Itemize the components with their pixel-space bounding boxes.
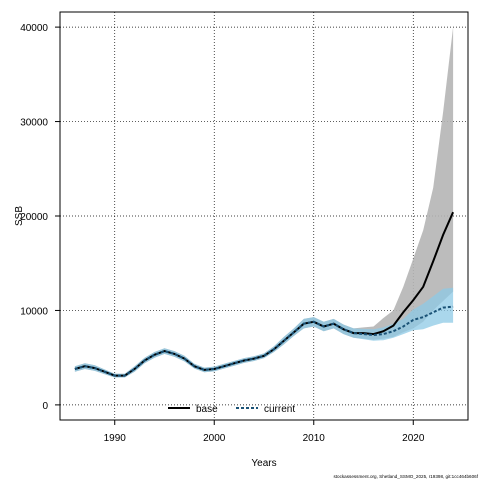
- x-tick-label: 2020: [402, 433, 425, 444]
- legend: base current: [168, 404, 295, 415]
- y-tick-label: 0: [42, 401, 48, 412]
- y-tick-label: 10000: [20, 306, 48, 317]
- axes: 1990 2000 2010 2020 0 10000 20000 30000 40000: [20, 23, 425, 444]
- series-lines: [74, 211, 455, 377]
- y-axis-title: SSB: [14, 206, 25, 226]
- series-line-base: [74, 211, 455, 377]
- x-tick-label: 2010: [303, 433, 326, 444]
- legend-label-base: base: [196, 404, 218, 415]
- y-tick-label: 20000: [20, 212, 48, 223]
- confidence-bands: [74, 27, 454, 378]
- series-line-current: [74, 305, 454, 377]
- confidence-band-current: [74, 287, 454, 378]
- legend-label-current: current: [264, 404, 295, 415]
- x-tick-label: 1990: [104, 433, 127, 444]
- credit-text: stockassessment.org, Shetland_SSMO_2025,…: [333, 474, 478, 479]
- y-tick-label: 40000: [20, 23, 48, 34]
- x-axis-title: Years: [251, 458, 276, 469]
- x-tick-label: 2000: [203, 433, 226, 444]
- y-tick-label: 30000: [20, 118, 48, 129]
- grid: [60, 12, 468, 420]
